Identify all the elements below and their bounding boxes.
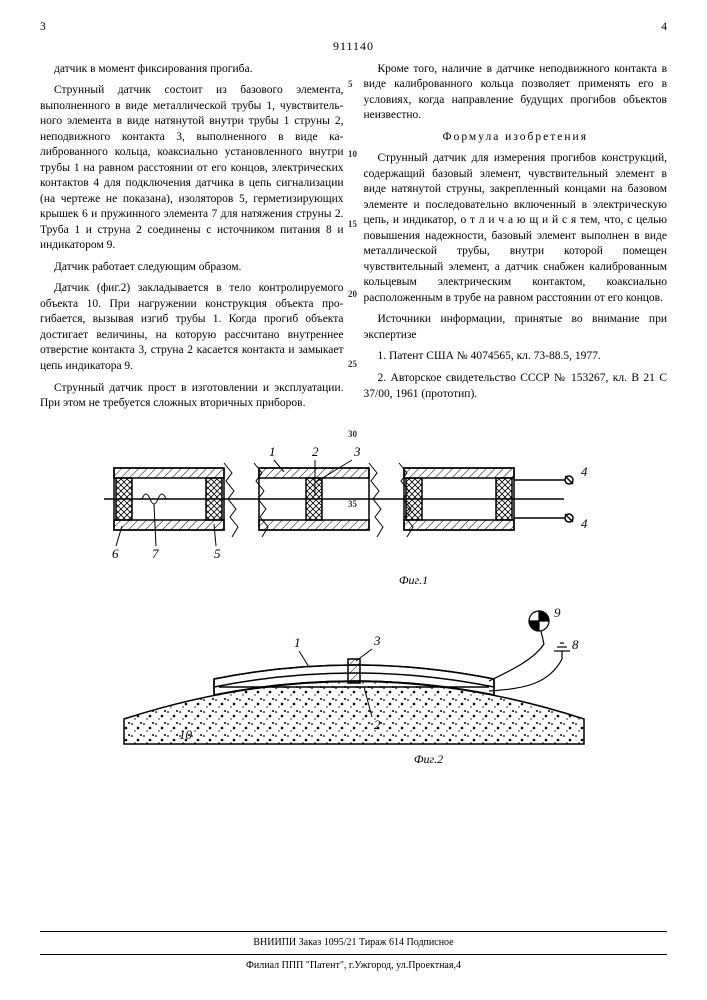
svg-text:1: 1 bbox=[269, 444, 276, 459]
paragraph: Датчик работает следующим обра­зом. bbox=[40, 260, 344, 276]
svg-text:2: 2 bbox=[312, 444, 319, 459]
paragraph: датчик в момент фиксирования проги­ба. bbox=[40, 62, 344, 78]
paragraph: Струнный датчик прост в изготов­лении и … bbox=[40, 381, 344, 412]
paragraph: Датчик (фиг.2) закладывается в тело конт… bbox=[40, 281, 344, 374]
line-marker: 20 bbox=[348, 288, 357, 300]
svg-text:3: 3 bbox=[353, 444, 361, 459]
paragraph: Струнный датчик состоит из базо­вого эле… bbox=[40, 83, 344, 254]
figures-region: 1 2 3 4 4 5 6 7 Фиг.1 bbox=[40, 428, 667, 769]
figure-2-drawing: 1 3 2 8 9 10 bbox=[94, 589, 614, 759]
svg-text:7: 7 bbox=[152, 546, 159, 561]
sources-title: Источники информации, принятые во вниман… bbox=[364, 312, 668, 343]
svg-text:10: 10 bbox=[179, 727, 193, 742]
svg-text:8: 8 bbox=[572, 637, 579, 652]
svg-text:4: 4 bbox=[581, 516, 588, 531]
figure-1-label: Фиг.1 bbox=[399, 572, 428, 588]
footer-line-2: Филиал ППП "Патент", г.Ужгород, ул.Проек… bbox=[40, 959, 667, 973]
left-column: датчик в момент фиксирования проги­ба. С… bbox=[40, 62, 344, 418]
formula-title: Формула изобретения bbox=[364, 130, 668, 146]
footer-line-1: ВНИИПИ Заказ 1095/21 Тираж 614 Подписное bbox=[40, 936, 667, 950]
line-marker: 15 bbox=[348, 218, 357, 230]
line-marker: 10 bbox=[348, 148, 357, 160]
paragraph: Струнный датчик для измерения прогибов к… bbox=[364, 151, 668, 306]
svg-text:4: 4 bbox=[581, 464, 588, 479]
line-marker: 5 bbox=[348, 78, 353, 90]
svg-text:9: 9 bbox=[554, 605, 561, 620]
svg-text:2: 2 bbox=[374, 717, 381, 732]
svg-text:1: 1 bbox=[294, 635, 301, 650]
svg-text:5: 5 bbox=[214, 546, 221, 561]
line-marker: 25 bbox=[348, 358, 357, 370]
figure-2-label: Фиг.2 bbox=[414, 751, 443, 767]
right-column: Кроме того, наличие в датчике не­подвижн… bbox=[364, 62, 668, 418]
header-row: 3 4 bbox=[40, 20, 667, 36]
source-item: 2. Авторское свидетельство СССР № 153267… bbox=[364, 371, 668, 402]
svg-text:3: 3 bbox=[373, 633, 381, 648]
patent-page: 3 4 911140 5 10 15 20 25 30 35 датчик в … bbox=[0, 0, 707, 1000]
source-item: 1. Патент США № 4074565, кл. 73-88.5, 19… bbox=[364, 349, 668, 365]
page-number-right: 4 bbox=[661, 20, 667, 36]
doc-number: 911140 bbox=[40, 38, 667, 54]
line-marker: 35 bbox=[348, 498, 357, 510]
paragraph: Кроме того, наличие в датчике не­подвижн… bbox=[364, 62, 668, 124]
footer: ВНИИПИ Заказ 1095/21 Тираж 614 Подписное… bbox=[40, 927, 667, 972]
line-marker: 30 bbox=[348, 428, 357, 440]
page-number-left: 3 bbox=[40, 20, 46, 36]
svg-text:6: 6 bbox=[112, 546, 119, 561]
